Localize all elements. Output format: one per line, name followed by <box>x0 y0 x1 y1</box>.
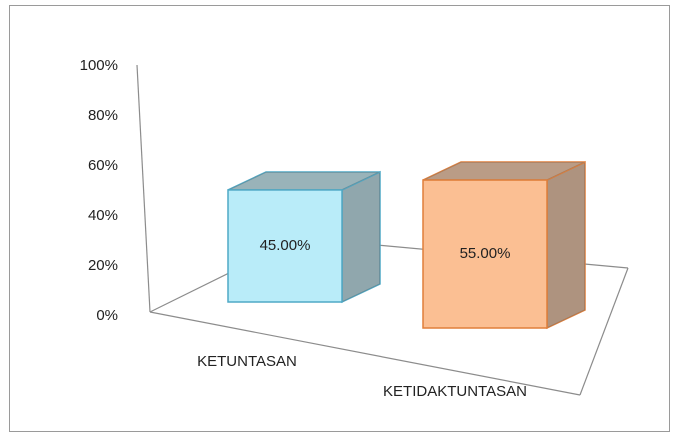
bar-side-shade <box>547 162 585 328</box>
y-tick-label: 40% <box>88 207 118 224</box>
x-tick-label: KETUNTASAN <box>197 353 297 370</box>
data-label: 55.00% <box>460 245 511 262</box>
y-tick-label: 100% <box>80 57 118 74</box>
y-tick-label: 20% <box>88 257 118 274</box>
bar-top-shade <box>423 162 585 181</box>
floor-front <box>149 311 581 396</box>
bar-front <box>227 189 343 303</box>
bar-side-shade <box>342 171 380 302</box>
floor-right <box>579 267 629 396</box>
y-tick-label: 80% <box>88 107 118 124</box>
bar-top-shade <box>228 171 380 190</box>
x-tick-label: KETIDAKTUNTASAN <box>383 383 527 400</box>
y-tick-label: 0% <box>96 307 118 324</box>
wall-edge <box>136 64 151 313</box>
y-tick-label: 60% <box>88 157 118 174</box>
bar-front <box>422 179 548 329</box>
data-label: 45.00% <box>260 237 311 254</box>
